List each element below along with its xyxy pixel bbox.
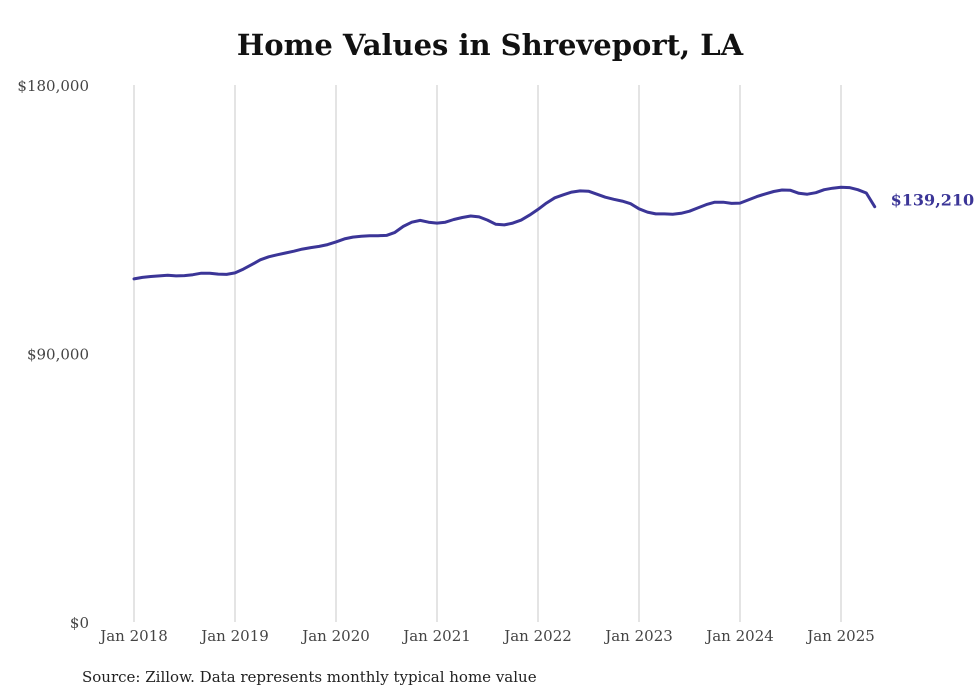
y-tick-label: $180,000 xyxy=(17,77,89,95)
chart-title: Home Values in Shreveport, LA xyxy=(236,28,744,62)
y-axis-ticks: $0 $90,000 $180,000 xyxy=(17,77,89,632)
series-line-home-value xyxy=(132,185,877,281)
source-note: Source: Zillow. Data represents monthly … xyxy=(82,668,537,686)
x-tick-label: Jan 2020 xyxy=(300,627,370,645)
x-tick-label: Jan 2019 xyxy=(199,627,269,645)
x-tick-label: Jan 2021 xyxy=(401,627,471,645)
x-axis-ticks: Jan 2018 Jan 2019 Jan 2020 Jan 2021 Jan 2022… xyxy=(98,627,875,645)
y-tick-label: $0 xyxy=(70,614,89,632)
x-tick-label: Jan 2022 xyxy=(502,627,572,645)
y-tick-label: $90,000 xyxy=(27,346,89,364)
x-tick-label: Jan 2024 xyxy=(704,627,774,645)
x-tick-label: Jan 2025 xyxy=(805,627,875,645)
x-tick-label: Jan 2018 xyxy=(98,627,168,645)
x-tick-label: Jan 2023 xyxy=(603,627,673,645)
gridlines xyxy=(133,85,842,622)
last-value-label: $139,210 xyxy=(891,191,975,210)
